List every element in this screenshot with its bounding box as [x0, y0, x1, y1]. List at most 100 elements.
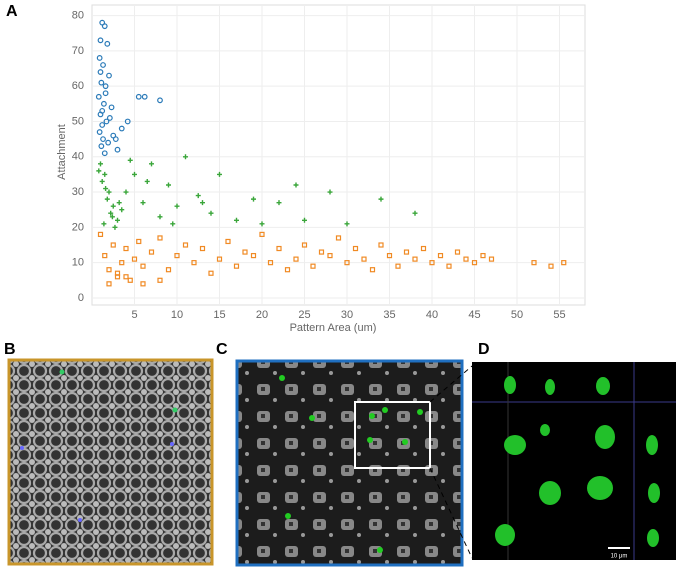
point	[327, 252, 333, 259]
point	[302, 217, 307, 223]
point	[412, 256, 418, 262]
y-tick-label: 10	[72, 257, 84, 269]
point	[112, 136, 119, 143]
point	[118, 125, 125, 132]
plot-frame	[91, 4, 586, 306]
point	[123, 274, 129, 280]
point	[99, 107, 106, 114]
point	[480, 252, 486, 259]
x-tick-label: 45	[468, 309, 480, 321]
point	[112, 224, 118, 230]
point	[124, 118, 131, 125]
point	[102, 90, 109, 97]
point	[437, 252, 444, 259]
x-tick-label: 15	[213, 309, 225, 321]
point	[183, 154, 188, 160]
point	[96, 168, 102, 174]
point	[140, 281, 146, 287]
point	[352, 245, 359, 252]
x-tick-label: 25	[298, 309, 310, 321]
point	[191, 260, 197, 266]
point	[378, 196, 384, 202]
point	[327, 189, 333, 195]
point	[98, 79, 105, 86]
point	[102, 171, 108, 177]
point	[106, 281, 112, 287]
point	[119, 260, 125, 266]
point	[104, 196, 110, 202]
point	[250, 252, 257, 259]
point	[429, 260, 435, 266]
point	[127, 157, 133, 163]
point	[395, 263, 401, 269]
point	[267, 260, 274, 266]
point	[114, 270, 121, 276]
point	[174, 252, 180, 259]
point	[561, 260, 567, 266]
point	[141, 93, 148, 100]
y-tick-label: 30	[72, 186, 84, 198]
point	[105, 139, 112, 146]
point	[208, 210, 214, 216]
point	[108, 104, 115, 111]
point	[234, 217, 239, 223]
y-tick-label: 50	[72, 115, 84, 127]
point	[102, 252, 108, 259]
point	[217, 171, 222, 177]
point	[127, 277, 133, 283]
point	[412, 210, 418, 216]
y-tick-label: 80	[72, 9, 84, 21]
point	[101, 23, 108, 30]
point	[301, 242, 308, 248]
point	[140, 200, 146, 206]
point	[276, 200, 282, 206]
point	[361, 256, 367, 262]
point	[103, 186, 109, 192]
point	[446, 263, 452, 269]
x-axis-label: Pattern Area (um)	[290, 322, 377, 334]
point	[144, 178, 150, 184]
point	[97, 37, 104, 44]
point	[420, 245, 427, 252]
point	[101, 150, 108, 157]
point	[106, 72, 112, 79]
point	[488, 256, 495, 262]
point	[149, 161, 154, 167]
cell-markers	[20, 369, 178, 522]
y-tick-label: 20	[72, 221, 84, 233]
point	[100, 62, 106, 68]
point	[225, 238, 231, 245]
point	[463, 256, 469, 262]
point	[403, 249, 410, 255]
y-tick-label: 40	[72, 151, 84, 163]
point	[106, 267, 112, 273]
point	[157, 235, 163, 241]
point	[166, 182, 171, 188]
zoom-box	[354, 401, 431, 469]
point	[100, 136, 106, 143]
point	[102, 83, 109, 90]
point	[97, 69, 104, 75]
microscopy-image	[7, 358, 214, 566]
point	[148, 249, 155, 255]
x-tick-label: 20	[256, 309, 268, 321]
point	[109, 214, 115, 220]
point	[216, 256, 223, 262]
point	[108, 210, 114, 216]
zoom-connector	[429, 365, 473, 403]
y-axis-label: Attachment	[56, 124, 68, 180]
y-tick-label: 60	[72, 80, 84, 92]
point	[174, 203, 180, 209]
point	[103, 118, 110, 125]
point	[115, 217, 120, 223]
point	[293, 182, 299, 188]
point	[123, 189, 129, 195]
point	[284, 267, 291, 273]
point	[99, 122, 106, 128]
point	[471, 260, 478, 266]
x-tick-label: 30	[341, 309, 353, 321]
x-tick-label: 55	[553, 309, 565, 321]
point	[131, 256, 138, 262]
point	[100, 100, 107, 107]
